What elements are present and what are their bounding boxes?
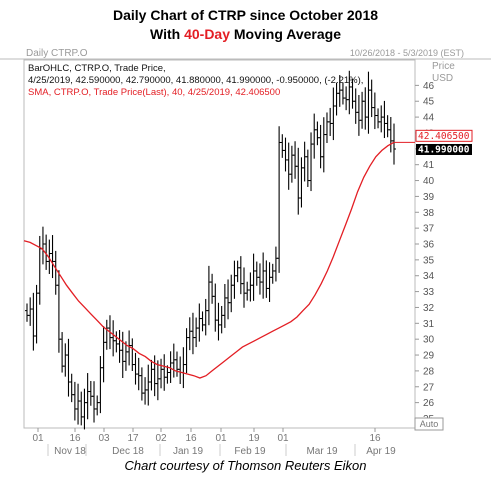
sma-value-tag: 42.406500: [418, 131, 470, 142]
y-tick-label: 34: [423, 271, 435, 282]
chart-title-line2: With 40-Day Moving Average: [0, 25, 491, 44]
x-tick-label: 16: [69, 433, 81, 444]
currency-label: USD: [432, 73, 453, 84]
y-tick-label: 41: [423, 160, 435, 171]
x-tick-label: 01: [277, 433, 289, 444]
y-tick-label: 35: [423, 255, 435, 266]
plot-frame: [23, 59, 416, 429]
y-tick-label: 29: [423, 351, 435, 362]
x-axis: 01 16 03 17 02 16 01 19 01 16 Nov 18 Dec 18 Jan 19 Fe…: [32, 428, 396, 457]
x-tick-label: 02: [155, 433, 167, 444]
x-month-label: Jan 19: [173, 446, 203, 457]
x-month-label: Dec 18: [112, 446, 144, 457]
ohlc-bar: [392, 123, 396, 165]
y-tick-label: 33: [423, 287, 435, 298]
x-tick-label: 16: [369, 433, 381, 444]
price-header: Price: [432, 61, 455, 72]
x-month-label: Apr 19: [366, 446, 396, 457]
x-tick-label: 16: [185, 433, 197, 444]
panel-date-range: 10/26/2018 - 5/3/2019 (EST): [350, 48, 464, 58]
legend-bar-line2: 4/25/2019, 42.590000, 42.790000, 41.8800…: [28, 75, 363, 86]
y-tick-label: 39: [423, 192, 435, 203]
sma-layer: 42.406500 41.990000: [23, 129, 473, 379]
legend-sma: SMA, CTRP.O, Trade Price(Last), 40, 4/25…: [28, 87, 280, 98]
x-tick-label: 03: [98, 433, 110, 444]
x-tick-label: 01: [215, 433, 227, 444]
y-tick-label: 44: [423, 113, 435, 124]
x-month-label: Nov 18: [54, 446, 86, 457]
chart-title: Daily Chart of CTRP since October 2018 W…: [0, 6, 491, 44]
y-tick-label: 37: [423, 224, 435, 235]
y-tick-label: 31: [423, 319, 435, 330]
y-tick-label: 46: [423, 81, 435, 92]
sma-line: [23, 141, 395, 379]
price-tag: 41.990000: [418, 144, 470, 155]
x-month-label: Feb 19: [234, 446, 266, 457]
y-tick-label: 27: [423, 382, 435, 393]
auto-scale-label: Auto: [420, 419, 439, 429]
chart-title-line1: Daily Chart of CTRP since October 2018: [112, 7, 379, 23]
x-tick-label: 19: [248, 433, 260, 444]
y-tick-label: 32: [423, 303, 435, 314]
x-month-label: Mar 19: [306, 446, 338, 457]
title-pre: With: [149, 26, 185, 42]
x-tick-label: 17: [127, 433, 139, 444]
x-tick-label: 01: [32, 433, 44, 444]
y-tick-label: 45: [423, 97, 435, 108]
y-tick-label: 28: [423, 366, 435, 377]
y-tick-label: 36: [423, 240, 435, 251]
legend-bar-line1: BarOHLC, CTRP.O, Trade Price,: [28, 63, 166, 74]
title-accent: 40-Day: [184, 26, 230, 42]
y-tick-label: 38: [423, 208, 435, 219]
y-tick-label: 26: [423, 398, 435, 409]
sma-value-tag-box: [415, 129, 473, 142]
y-tick-label: 30: [423, 335, 435, 346]
auto-scale-button[interactable]: [414, 417, 444, 431]
ohlc-bars: [25, 70, 396, 430]
chart-credit: Chart courtesy of Thomson Reuters Eikon: [124, 458, 367, 473]
price-tag-box: [416, 143, 472, 155]
panel-name: Daily CTRP.O: [26, 48, 88, 59]
y-tick-label: 40: [423, 176, 435, 187]
title-post: Moving Average: [230, 26, 341, 42]
y-axis: 2526272829303132333435363738394041424344…: [415, 81, 435, 425]
